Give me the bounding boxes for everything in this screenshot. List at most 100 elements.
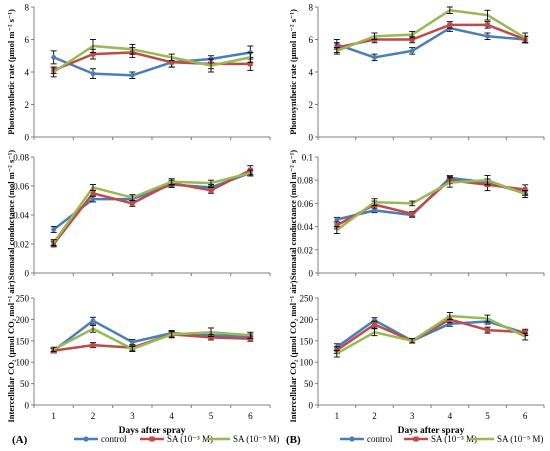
x-tick-label-a3-5: 6 (248, 411, 253, 421)
y-axis-label-b2: Stomatal conductance (mol m⁻² s⁻¹) (288, 150, 298, 280)
x-tick-label-a3-3: 4 (169, 411, 174, 421)
x-tick-label-b3-2: 3 (410, 411, 415, 421)
series-a2-2 (50, 169, 254, 246)
point-b3-1-4 (485, 327, 490, 333)
legend-a-label-sa3: SA (10⁻³ M) (167, 434, 213, 444)
point-a2-0-0 (51, 227, 57, 232)
series-line-a2-2 (52, 171, 251, 244)
legend-b-label-sa3: SA (10⁻³ M) (431, 434, 477, 444)
y-tick-label-a2-0: 0 (25, 269, 30, 279)
point-a1-0-2 (129, 72, 135, 78)
series-line-b3-1 (336, 318, 526, 352)
series-a1-2 (50, 39, 254, 78)
y-tick-label-b3-0: 0 (309, 401, 314, 411)
point-b2-1-5 (522, 187, 528, 192)
point-b2-0-1 (372, 207, 377, 213)
point-a2-1-4 (208, 187, 214, 193)
x-tick-label-b3-5: 6 (523, 411, 528, 421)
point-b1-1-2 (409, 37, 415, 42)
chart-b3: 0 50 100 150 200 250 1 2 3 4 5 6 Days after spray Int… (288, 280, 545, 436)
series-line-a1-2 (53, 44, 251, 74)
y-axis-label-b3: Intercellular CO₂ (μmol CO₂ mol⁻¹ air) (288, 280, 298, 422)
y-tick-label-a1-1: 2 (25, 100, 30, 110)
point-a3-1-4 (208, 334, 214, 340)
legend-a-marker-sa3 (149, 436, 155, 442)
point-a3-0-2 (129, 339, 135, 345)
series-line-a3-2 (53, 327, 251, 351)
y-tick-label-b3-4: 200 (300, 315, 314, 325)
legend-b-marker-sa3 (413, 436, 419, 442)
series-line-b1-1 (336, 23, 526, 49)
legend-a: control SA (10⁻³ M) SA (10⁻⁵ M) (74, 434, 279, 444)
y-tick-label-a2-1: 0.02 (13, 240, 29, 250)
point-b2-1-2 (409, 211, 415, 217)
y-tick-label-a2-2: 0.04 (13, 211, 29, 221)
point-b2-1-0 (334, 223, 340, 228)
x-tick-label-a3-1: 2 (91, 411, 96, 421)
legend-b-label-sa5: SA (10⁻⁵ M) (497, 434, 543, 444)
series-b2-0 (333, 175, 529, 223)
y-tick-label-a2-3: 0.06 (13, 182, 29, 192)
series-b2-2 (333, 175, 529, 235)
y-tick-label-a1-3: 6 (25, 35, 30, 45)
charts-layer: 0 2 4 6 8 Photosynthetic rate (μmol m⁻² s⁻¹) 0… (6, 3, 545, 436)
y-tick-label-b1-4: 8 (309, 3, 314, 13)
y-axis-label-a1: Photosynthetic rate (μmol m⁻² s⁻¹) (6, 9, 16, 135)
series-line-a3-0 (52, 319, 251, 352)
series-b3-1 (333, 315, 529, 355)
y-tick-label-b3-5: 250 (300, 294, 314, 304)
x-tick-label-b3-3: 4 (448, 411, 453, 421)
point-a1-1-5 (247, 61, 253, 67)
series-line-a2-1 (52, 168, 251, 245)
y-tick-label-b2-4: 0.08 (297, 176, 313, 186)
panel-label-a: (A) (12, 434, 28, 446)
y-axis-label-a3: Intercellular CO₂ (μmol CO₂ mol⁻¹ air) (6, 280, 16, 422)
legend-a-label-sa5: SA (10⁻⁵ M) (233, 434, 279, 444)
y-tick-label-b2-3: 0.06 (297, 199, 313, 209)
y-tick-label-a3-5: 250 (16, 294, 30, 304)
point-b1-0-2 (409, 48, 415, 54)
y-tick-label-a3-0: 0 (25, 401, 30, 411)
y-tick-label-b2-2: 0.04 (297, 222, 313, 232)
chart-b2: 0 0.02 0.04 0.06 0.08 0.1 Stomatal conductance… (288, 150, 545, 280)
series-b3-2 (333, 312, 529, 358)
y-tick-label-b3-2: 100 (300, 358, 314, 368)
y-tick-label-a3-2: 100 (16, 358, 30, 368)
legend-b-marker-control (349, 436, 355, 442)
y-tick-label-a3-1: 50 (20, 379, 30, 389)
x-tick-label-b3-1: 2 (372, 411, 377, 421)
y-tick-label-a1-4: 8 (25, 3, 30, 13)
point-b1-1-3 (447, 22, 453, 28)
point-b1-1-4 (485, 22, 490, 28)
y-axis-label-b1: Photosynthetic rate (μmol m⁻² s⁻¹) (288, 9, 298, 135)
point-a1-1-1 (90, 51, 96, 57)
x-axis-label-b3: Days after spray (398, 426, 465, 436)
series-line-a1-0 (53, 51, 251, 77)
chart-b1: 0 2 4 6 8 Photosynthetic rate (μmol m⁻² s⁻¹) (288, 3, 545, 143)
y-axis-label-a2: Stomatal conductance (mol m⁻² s⁻¹) (6, 150, 16, 280)
point-a2-1-1 (90, 190, 96, 196)
y-tick-label-b3-1: 50 (304, 379, 314, 389)
y-tick-label-a3-3: 150 (16, 336, 30, 346)
legend-b-label-control: control (367, 434, 393, 444)
point-a2-1-2 (129, 201, 135, 206)
y-tick-label-b2-5: 0.1 (302, 153, 313, 163)
y-tick-label-a3-4: 200 (16, 315, 30, 325)
series-a3-2 (50, 324, 254, 352)
x-tick-label-b3-0: 1 (335, 411, 340, 421)
x-tick-label-a3-2: 3 (130, 411, 135, 421)
point-a1-1-3 (169, 59, 175, 65)
panel-label-b: (B) (286, 434, 301, 446)
y-tick-label-b1-2: 4 (309, 68, 314, 78)
y-tick-label-a1-0: 0 (25, 133, 30, 143)
y-tick-label-b2-0: 0 (309, 269, 314, 279)
y-tick-label-b1-1: 2 (309, 100, 314, 110)
legend-a-label-control: control (101, 434, 127, 444)
point-a1-0-0 (51, 54, 57, 60)
x-axis-label-a3: Days after spray (119, 426, 186, 436)
point-b2-0-0 (334, 217, 340, 223)
x-tick-label-a3-0: 1 (51, 411, 56, 421)
y-tick-label-b1-3: 6 (309, 35, 314, 45)
